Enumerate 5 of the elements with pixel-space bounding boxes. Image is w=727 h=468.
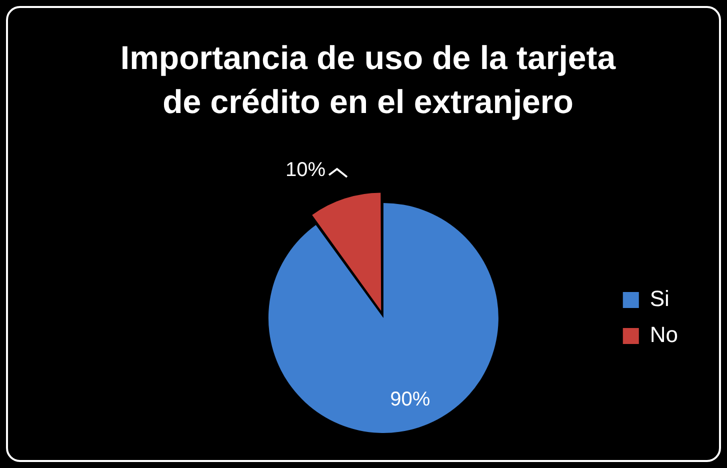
legend-label: Si: [650, 286, 670, 312]
data-label: 10%: [286, 159, 326, 182]
chart-title: Importancia de uso de la tarjeta de crédito en el extranjero: [119, 38, 617, 122]
data-label: 90%: [390, 388, 430, 411]
legend-label: No: [650, 322, 678, 348]
